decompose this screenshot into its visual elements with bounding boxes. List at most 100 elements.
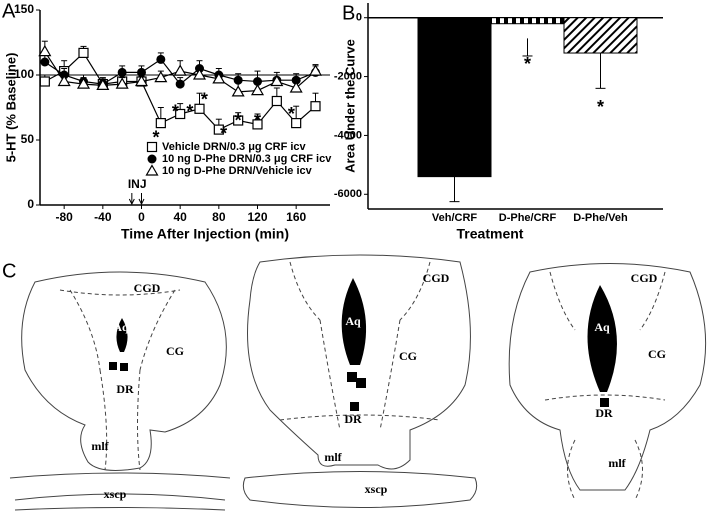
brain-section-3 (508, 263, 707, 501)
region-label: CG (399, 349, 417, 363)
region-label: DR (595, 406, 613, 420)
panel-label: B (342, 2, 355, 24)
x-tick-label: -80 (55, 210, 73, 224)
significance-mark: * (524, 54, 531, 74)
y-tick-label: -6000 (334, 188, 362, 200)
marker (175, 108, 186, 120)
y-tick-label: 150 (14, 2, 34, 16)
region-label: xscp (104, 487, 127, 501)
marker (233, 115, 244, 126)
region-label: mlf (91, 439, 109, 453)
marker (175, 79, 185, 89)
marker (308, 64, 323, 76)
region-label: CGD (134, 281, 161, 295)
region-label: Aq (113, 320, 129, 334)
legend-label: Vehicle DRN/0.3 μg CRF icv (162, 141, 307, 153)
significance-mark: * (172, 101, 179, 121)
marker (289, 81, 303, 93)
inj-arrowhead (128, 198, 135, 206)
x-tick-label: 40 (173, 210, 187, 224)
significance-mark: * (235, 110, 242, 130)
marker (76, 77, 91, 89)
panel-label: C (2, 260, 16, 282)
inj-arrowhead (138, 198, 145, 206)
marker (231, 85, 245, 97)
y-tick-label: -4000 (334, 129, 362, 141)
marker (156, 54, 166, 64)
region-label: DR (344, 412, 362, 426)
bar (563, 17, 638, 54)
significance-mark: * (288, 104, 295, 124)
x-tick-label: 160 (286, 210, 306, 224)
region-label: CG (166, 344, 184, 358)
marker (291, 117, 302, 129)
y-tick-label: 50 (21, 132, 35, 146)
bar (417, 17, 492, 178)
marker (40, 57, 50, 67)
marker (194, 103, 205, 114)
marker (271, 95, 282, 107)
region-label: CGD (423, 271, 450, 285)
marker (38, 44, 52, 57)
significance-mark: * (597, 97, 604, 117)
significance-mark: * (152, 127, 159, 147)
marker (117, 67, 127, 77)
marker (39, 76, 50, 87)
region-label: CGD (631, 271, 658, 285)
y-axis-label: Area Under the Curve (342, 39, 357, 173)
inj-label: INJ (128, 177, 147, 191)
y-tick-label: 0 (27, 197, 34, 211)
region-label: CG (648, 347, 666, 361)
significance-mark: * (186, 101, 193, 121)
marker (310, 101, 321, 112)
y-tick-label: -2000 (334, 70, 362, 82)
marker (146, 141, 158, 153)
y-axis-label: 5-HT (% Baseline) (3, 53, 18, 163)
x-tick-label: 80 (212, 210, 226, 224)
x-tick-label: 120 (247, 210, 267, 224)
marker (270, 74, 284, 87)
y-tick-label: 100 (14, 67, 34, 81)
x-tick-label: -40 (94, 210, 112, 224)
marker (213, 124, 224, 135)
marker (250, 83, 265, 96)
significance-mark: * (220, 123, 227, 143)
marker (145, 164, 159, 176)
marker (57, 74, 71, 87)
marker (147, 154, 157, 164)
marker (212, 72, 226, 84)
brain-section-1 (9, 271, 231, 511)
region-label: mlf (324, 450, 342, 464)
brain-section-2 (242, 254, 478, 508)
marker (78, 47, 89, 59)
marker (154, 70, 168, 83)
region-label: Aq (345, 314, 361, 328)
legend-label: 10 ng D-Phe DRN/Vehicle icv (162, 165, 313, 177)
marker (252, 119, 263, 130)
x-tick-label: D-Phe/CRF (499, 212, 557, 224)
marker (173, 64, 187, 76)
marker (96, 78, 110, 90)
significance-mark: * (254, 110, 261, 130)
x-tick-label: D-Phe/Veh (573, 212, 628, 224)
bar (490, 17, 565, 25)
marker (134, 74, 149, 87)
region-label: mlf (608, 456, 626, 470)
x-axis-label: Time After Injection (min) (121, 226, 289, 242)
y-tick-label: 0 (356, 12, 362, 24)
x-tick-label: Veh/CRF (432, 212, 478, 224)
region-label: DR (116, 382, 134, 396)
legend-label: 10 ng D-Phe DRN/0.3 μg CRF icv (162, 153, 332, 165)
region-label: xscp (365, 482, 388, 496)
x-tick-label: 0 (138, 210, 145, 224)
marker (233, 75, 243, 85)
significance-mark: * (201, 90, 208, 110)
marker (192, 68, 207, 80)
marker (115, 77, 129, 89)
panel-label: A (2, 0, 16, 22)
region-label: Aq (594, 320, 610, 334)
x-axis-label: Treatment (457, 226, 524, 242)
marker (155, 117, 166, 129)
marker (291, 75, 301, 85)
